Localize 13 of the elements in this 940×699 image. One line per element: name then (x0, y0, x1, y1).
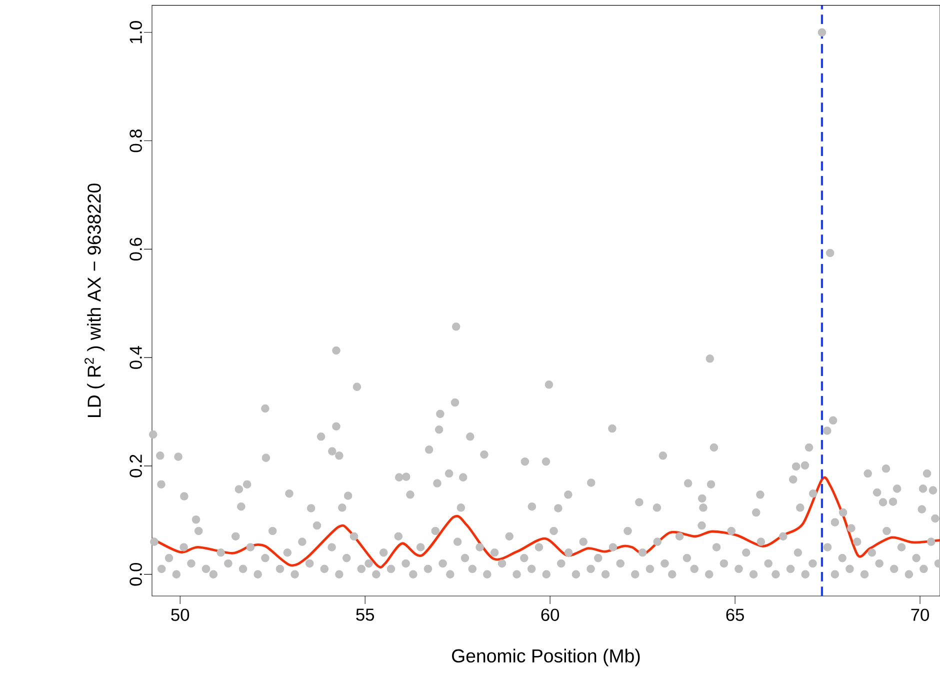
y-tick-label: 0.8 (130, 130, 142, 152)
x-tick-label: 50 (171, 608, 190, 622)
y-axis-title: LD ( R$^{2}$ ) with AX − 9638220 (84, 184, 105, 418)
y-tick-label: 0.2 (130, 454, 142, 478)
x-tick-label: 65 (726, 608, 744, 622)
x-tick-label: 70 (911, 608, 929, 622)
x-axis-title: Genomic Position (Mb) (452, 648, 640, 666)
y-tick-label: 0.6 (130, 238, 142, 261)
y-tick-label: 1.0 (130, 21, 142, 44)
y-tick-label: 0.0 (130, 563, 142, 586)
x-tick-label: 60 (541, 608, 560, 622)
y-tick-label: 0.4 (130, 346, 142, 370)
x-tick-label: 55 (356, 608, 374, 621)
